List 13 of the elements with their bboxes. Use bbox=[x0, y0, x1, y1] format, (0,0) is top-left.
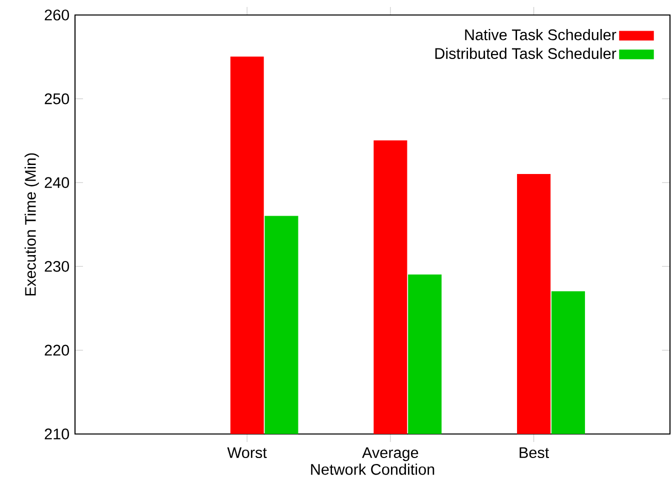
y-tick-label: 210 bbox=[44, 428, 70, 440]
x-tick-label: Best bbox=[520, 447, 550, 458]
x-tick-label: Worst bbox=[227, 447, 267, 458]
legend-label: Native Task Scheduler bbox=[465, 28, 616, 40]
x-axis-title: Network Condition bbox=[311, 464, 434, 475]
legend-label: Distributed Task Scheduler bbox=[435, 48, 616, 59]
y-tick-label: 240 bbox=[44, 177, 70, 188]
y-tick-label: 230 bbox=[44, 260, 70, 272]
y-tick-label: 220 bbox=[44, 344, 70, 356]
y-axis-title: Execution Time (Min) bbox=[24, 153, 39, 296]
y-tick-label: 250 bbox=[44, 93, 70, 104]
y-tick-label: 260 bbox=[44, 10, 70, 20]
x-tick-label: Average bbox=[362, 447, 418, 462]
